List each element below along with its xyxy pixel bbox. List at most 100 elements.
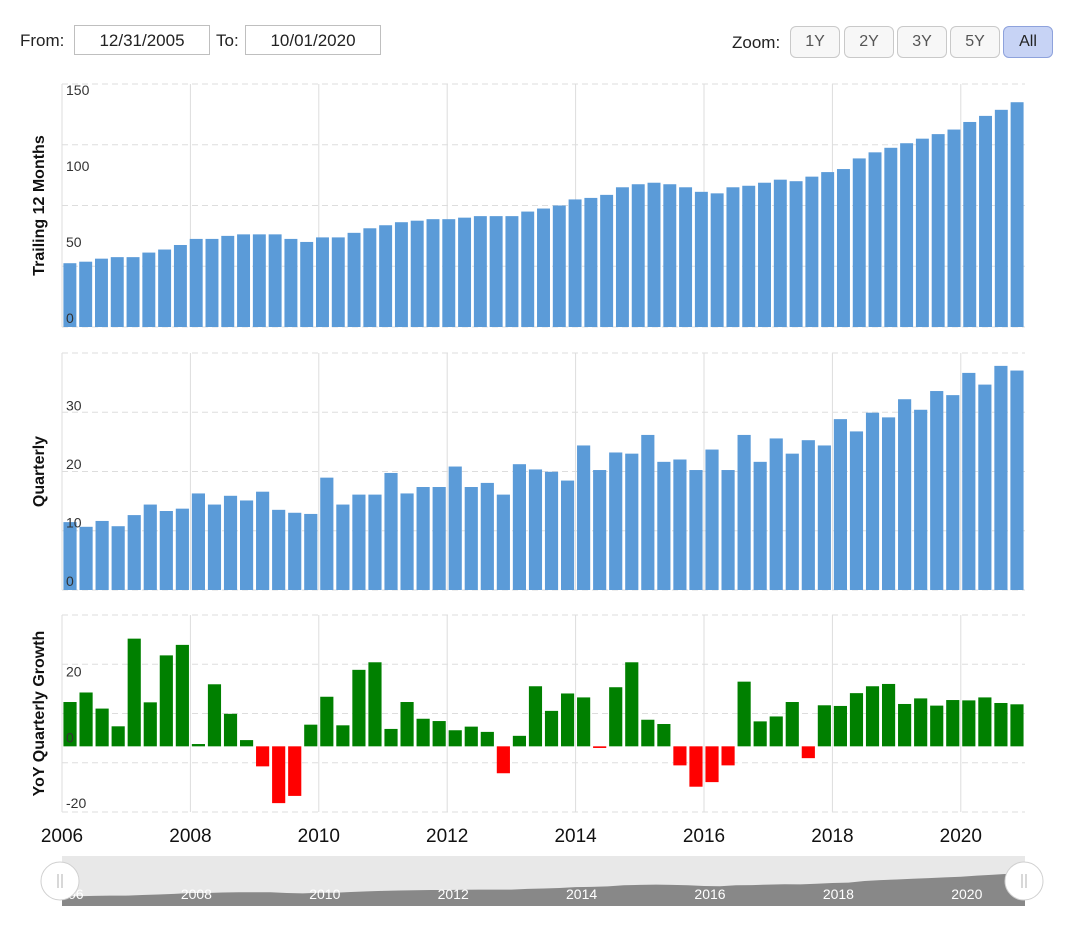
zoom-2y-button[interactable]: 2Y [844, 26, 894, 58]
zoom-3y-button[interactable]: 3Y [897, 26, 947, 58]
bar [560, 480, 575, 590]
bar [568, 199, 582, 327]
bar [552, 205, 566, 327]
from-date-input[interactable]: 12/31/2005 [74, 25, 210, 55]
bar [239, 740, 254, 747]
to-label: To: [216, 31, 239, 50]
bar [126, 257, 140, 327]
bar [384, 728, 398, 747]
bar [379, 225, 393, 327]
bar [930, 705, 944, 747]
y-tick-label: 150 [66, 82, 90, 98]
bar [304, 513, 318, 590]
bar [95, 520, 109, 590]
bar [448, 466, 462, 590]
bar [663, 184, 677, 327]
navigator-right-handle[interactable] [1004, 861, 1044, 901]
bar [110, 257, 124, 327]
bar [914, 409, 928, 590]
bar [79, 692, 93, 747]
bar [252, 234, 266, 327]
bar [593, 746, 607, 748]
y-axis-label: Quarterly [31, 436, 48, 507]
x-tick-label: 2010 [298, 826, 340, 847]
y-tick-label: 0 [66, 310, 74, 326]
bar [962, 372, 976, 590]
panel-3: -20 0 20 YoY Quarterly Growth [31, 614, 1025, 813]
bar [962, 700, 976, 747]
bar [159, 511, 173, 590]
bar [625, 662, 639, 747]
bar [673, 459, 687, 590]
bar [175, 508, 189, 590]
bar [363, 228, 377, 327]
panel-1: 0 50 100 150 Trailing 12 Months [31, 82, 1025, 328]
bar [352, 494, 366, 590]
bar [769, 438, 783, 590]
bar [432, 487, 446, 590]
x-axis: 2006 2008 2010 2012 2014 2016 2018 2020 [41, 826, 982, 847]
bar [694, 191, 708, 327]
bar [464, 487, 478, 590]
bar [641, 719, 655, 747]
bar [512, 464, 526, 590]
bar [641, 434, 655, 590]
bar [207, 684, 222, 747]
bar [410, 220, 424, 327]
bar [577, 697, 591, 747]
to-date-input[interactable]: 10/01/2020 [245, 25, 381, 55]
x-tick-label: 2012 [426, 826, 468, 847]
y-axis-label: YoY Quarterly Growth [31, 631, 48, 797]
bar [448, 730, 462, 747]
bar [300, 241, 314, 327]
bar [544, 710, 559, 747]
zoom-label: Zoom: [732, 33, 781, 52]
bar [865, 412, 880, 590]
bar [689, 746, 703, 787]
bar [657, 724, 671, 747]
bar [223, 495, 238, 590]
x-tick-label: 2014 [554, 826, 597, 847]
bar [272, 746, 286, 804]
zoom-1y-button[interactable]: 1Y [790, 26, 840, 58]
bar [753, 721, 767, 747]
zoom-5y-button[interactable]: 5Y [950, 26, 1000, 58]
bar [528, 686, 543, 747]
navigator-left-handle[interactable] [40, 861, 80, 901]
bar [521, 211, 535, 327]
bar [458, 217, 472, 327]
bar [320, 477, 334, 590]
y-tick-label: 20 [66, 664, 82, 680]
bar [268, 234, 282, 327]
zoom-all-button[interactable]: All [1003, 26, 1053, 58]
x-tick-label: 2016 [683, 826, 725, 847]
bar [256, 746, 270, 767]
bar [737, 681, 751, 747]
bar [947, 129, 961, 327]
bar [833, 705, 847, 747]
bar [898, 703, 912, 747]
bar [577, 445, 591, 590]
bar [489, 216, 503, 327]
bar [496, 494, 510, 590]
y-tick-label: 50 [66, 234, 82, 250]
bar [884, 147, 898, 327]
bar [394, 222, 408, 327]
bar [159, 655, 173, 747]
bar [726, 187, 740, 327]
bar [400, 702, 414, 747]
bar [931, 134, 945, 327]
bar [175, 644, 189, 747]
bar [769, 716, 783, 747]
bar [994, 702, 1008, 747]
bar [368, 494, 382, 590]
bar [143, 702, 157, 747]
bar [63, 702, 77, 747]
bar [189, 238, 203, 327]
handle-circle [1004, 861, 1044, 901]
bar [817, 445, 831, 590]
y-tick-label: 10 [66, 515, 82, 531]
bar [994, 365, 1008, 590]
